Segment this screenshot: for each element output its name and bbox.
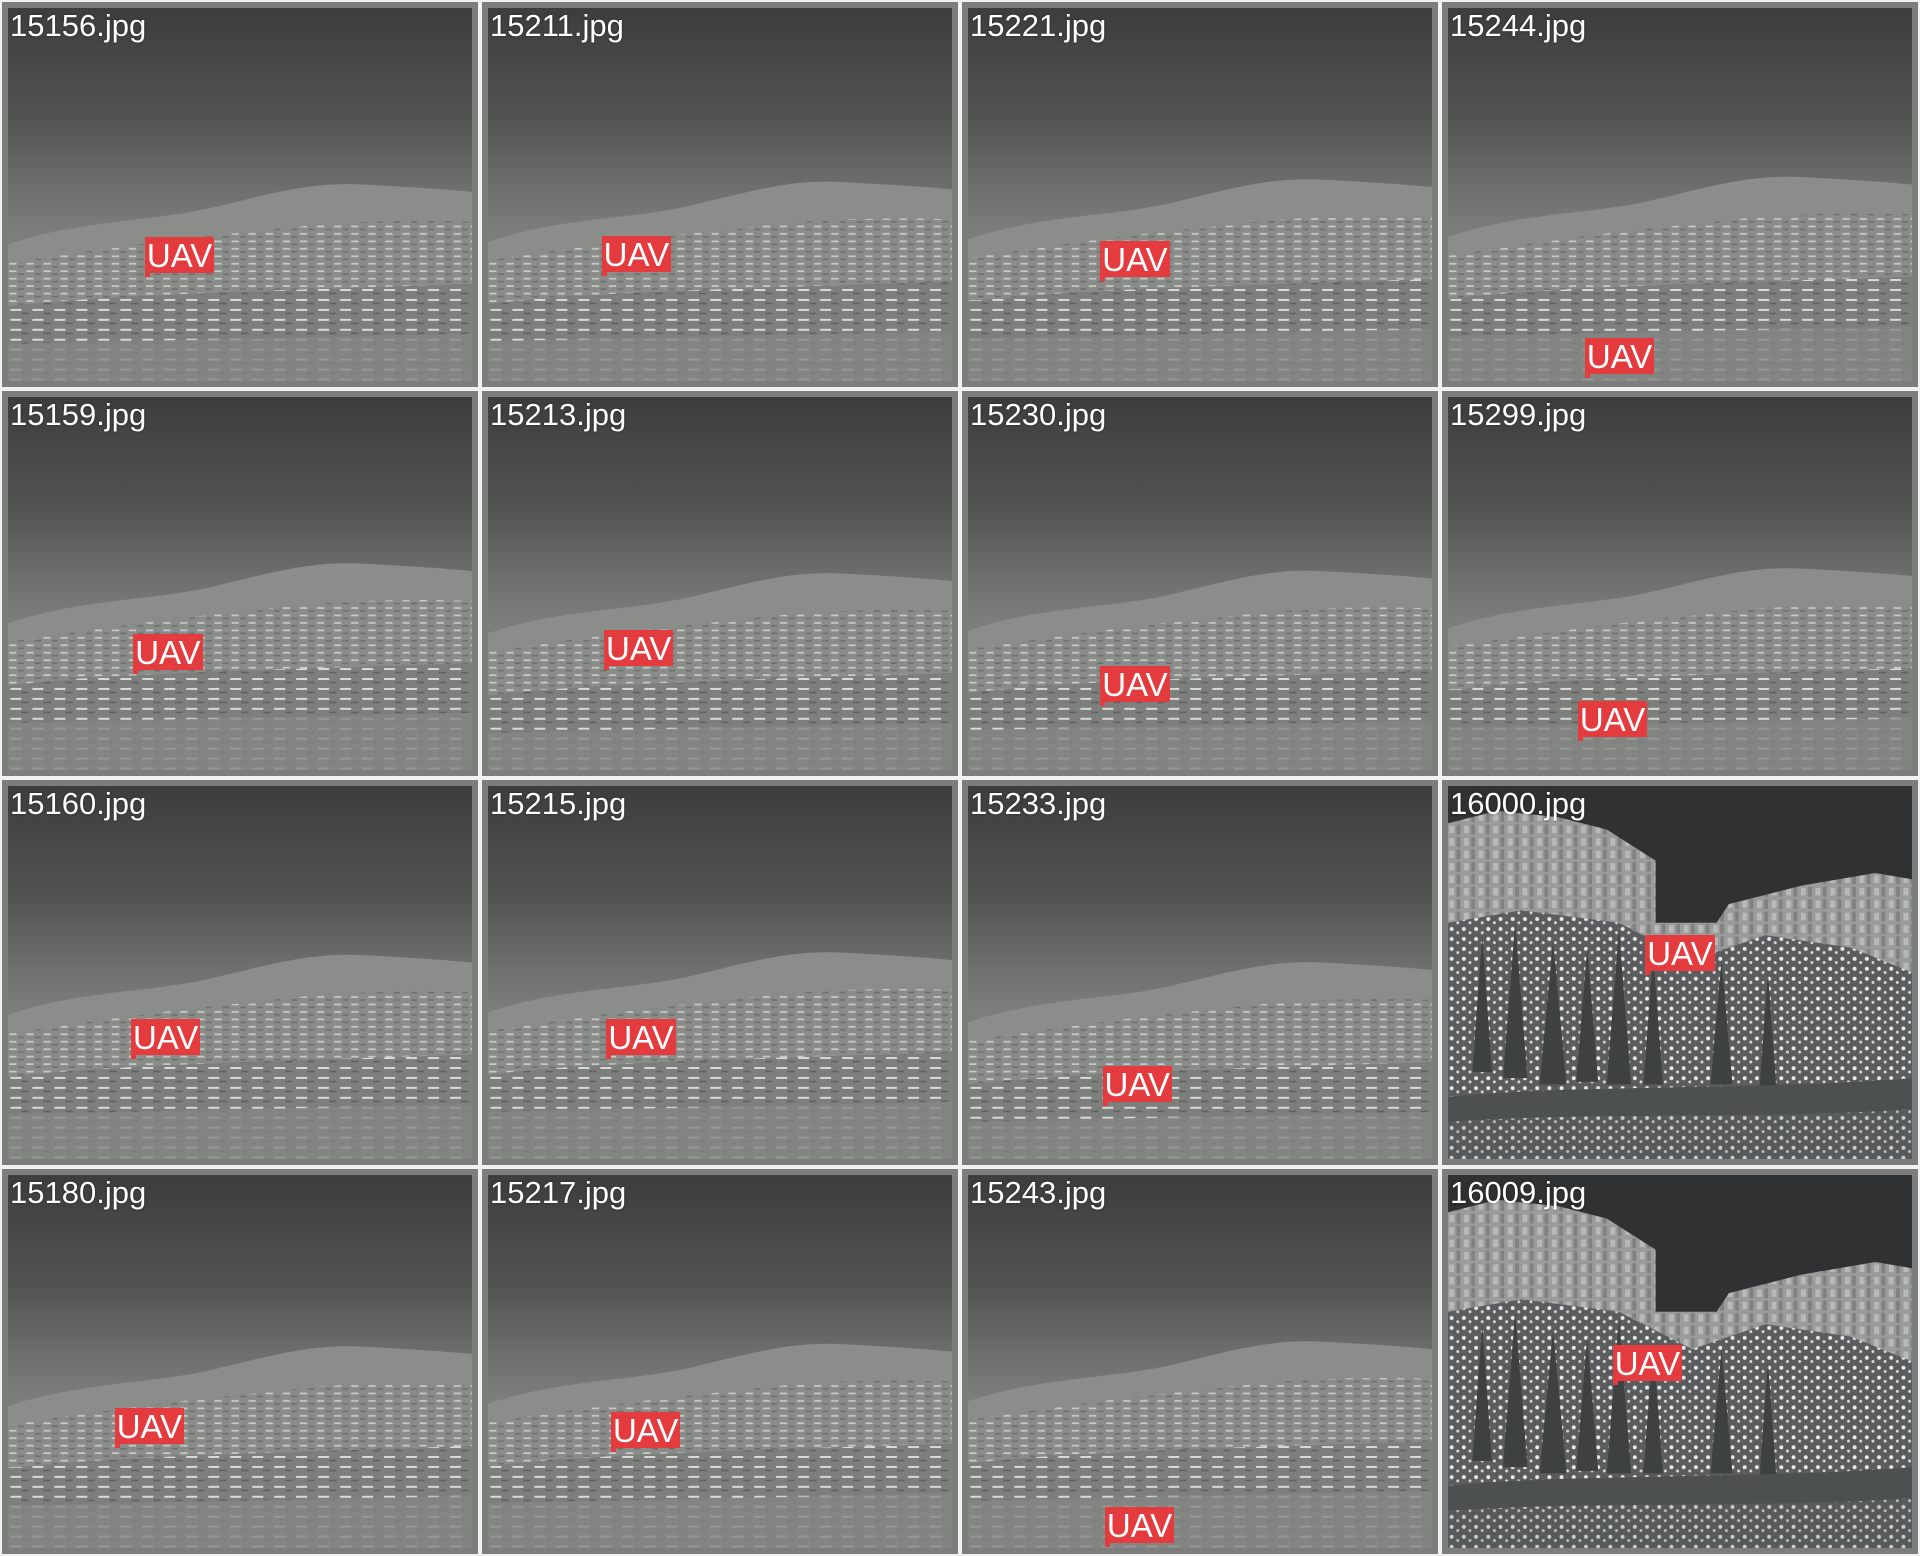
image-filename: 15230.jpg [970,397,1107,432]
image-tile: 15160.jpg UAV [2,780,478,1165]
image-filename: 15243.jpg [970,1175,1107,1210]
hillside-terrain [968,179,1432,381]
detection-label: UAV [1100,665,1170,706]
image-tile: 15180.jpg UAV [2,1169,478,1554]
hillside-terrain [8,563,472,770]
detection-label: UAV [1100,241,1170,282]
image-filename: 16000.jpg [1450,786,1587,821]
detection-label: UAV [606,1019,676,1060]
detection-label: UAV [144,237,215,278]
image-tile: 15230.jpg UAV [962,391,1438,776]
image-tile: 15221.jpg UAV [962,2,1438,387]
hillside-thermal-image [968,786,1432,1159]
hillside-thermal-image [968,8,1432,381]
detection-label: UAV [1612,1344,1683,1385]
hillside-terrain [968,962,1432,1159]
hillside-thermal-image [8,786,472,1159]
hillside-terrain [488,1343,952,1548]
cliff-thermal-image [1448,786,1912,1159]
image-filename: 15159.jpg [10,397,147,432]
image-filename: 15217.jpg [490,1175,627,1210]
hillside-terrain [8,184,472,381]
hillside-thermal-image [1448,397,1912,770]
hillside-thermal-image [8,8,472,381]
image-tile: 15159.jpg UAV [2,391,478,776]
image-filename: 15215.jpg [490,786,627,821]
image-filename: 15221.jpg [970,8,1107,43]
detection-label: UAV [1102,1065,1172,1106]
hillside-thermal-image [488,1175,952,1548]
image-filename: 15213.jpg [490,397,627,432]
hillside-terrain [968,1341,1432,1548]
detection-label: UAV [604,630,674,671]
image-tile: 15215.jpg UAV [482,780,958,1165]
hillside-terrain [488,952,952,1159]
hillside-thermal-image [8,397,472,770]
detection-label: UAV [1104,1506,1175,1547]
detection-label: UAV [130,1019,201,1060]
hillside-terrain [8,954,472,1159]
hillside-terrain [1448,568,1912,770]
detection-label: UAV [1645,935,1715,976]
image-tile: 15156.jpg UAV [2,2,478,387]
hillside-thermal-image [968,397,1432,770]
detection-label: UAV [1577,700,1648,741]
hillside-thermal-image [1448,8,1912,381]
detection-label: UAV [610,1411,681,1452]
image-tile: 16000.jpg UAV [1442,780,1918,1165]
image-tile: 15217.jpg UAV [482,1169,958,1554]
hillside-terrain [488,181,952,381]
detection-label: UAV [601,235,672,276]
image-filename: 15156.jpg [10,8,147,43]
image-tile: 15243.jpg UAV [962,1169,1438,1554]
cliff-terrain [1448,810,1912,1159]
image-tile: 16009.jpg UAV [1442,1169,1918,1554]
detection-label: UAV [114,1408,185,1449]
image-filename: 15180.jpg [10,1175,147,1210]
hillside-thermal-image [488,786,952,1159]
image-filename: 15211.jpg [490,8,624,43]
hillside-terrain [968,570,1432,770]
image-filename: 15244.jpg [1450,8,1587,43]
hillside-thermal-image [488,8,952,381]
image-filename: 15233.jpg [970,786,1107,821]
image-filename: 15299.jpg [1450,397,1587,432]
image-filename: 15160.jpg [10,786,147,821]
hillside-thermal-image [8,1175,472,1548]
image-filename: 16009.jpg [1450,1175,1587,1210]
image-tile: 15299.jpg UAV [1442,391,1918,776]
hillside-terrain [1448,176,1912,381]
detection-label: UAV [133,633,203,674]
image-tile: 15213.jpg UAV [482,391,958,776]
image-tile: 15211.jpg UAV [482,2,958,387]
hillside-terrain [488,573,952,770]
hillside-thermal-image [968,1175,1432,1548]
hillside-thermal-image [488,397,952,770]
image-tile: 15233.jpg UAV [962,780,1438,1165]
hillside-terrain [8,1346,472,1548]
detection-label: UAV [1584,338,1655,379]
image-tile: 15244.jpg UAV [1442,2,1918,387]
